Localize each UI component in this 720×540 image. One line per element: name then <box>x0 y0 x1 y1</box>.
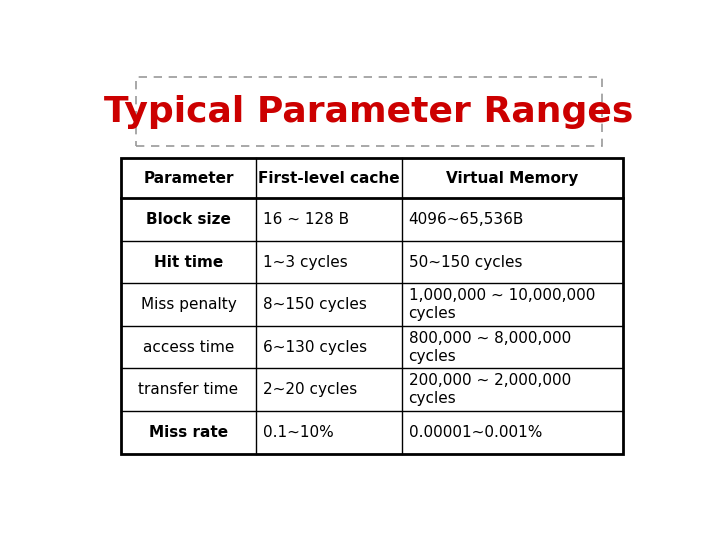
Text: 2~20 cycles: 2~20 cycles <box>263 382 357 397</box>
Text: 16 ~ 128 B: 16 ~ 128 B <box>263 212 349 227</box>
Text: Hit time: Hit time <box>154 254 223 269</box>
Text: 1~3 cycles: 1~3 cycles <box>263 254 348 269</box>
Text: 0.1~10%: 0.1~10% <box>263 425 334 440</box>
Text: 4096~65,536B: 4096~65,536B <box>409 212 524 227</box>
FancyBboxPatch shape <box>121 158 623 454</box>
Text: Block size: Block size <box>146 212 231 227</box>
Text: transfer time: transfer time <box>138 382 238 397</box>
Text: access time: access time <box>143 340 234 355</box>
Text: 1,000,000 ~ 10,000,000
cycles: 1,000,000 ~ 10,000,000 cycles <box>409 288 595 321</box>
Text: 0.00001~0.001%: 0.00001~0.001% <box>409 425 542 440</box>
FancyBboxPatch shape <box>136 77 602 146</box>
Text: Parameter: Parameter <box>143 171 234 186</box>
Text: Typical Parameter Ranges: Typical Parameter Ranges <box>104 94 634 129</box>
Text: Virtual Memory: Virtual Memory <box>446 171 579 186</box>
Text: 50~150 cycles: 50~150 cycles <box>409 254 522 269</box>
Text: Miss penalty: Miss penalty <box>140 297 236 312</box>
Text: 6~130 cycles: 6~130 cycles <box>263 340 367 355</box>
Text: 200,000 ~ 2,000,000
cycles: 200,000 ~ 2,000,000 cycles <box>409 373 571 406</box>
Text: First-level cache: First-level cache <box>258 171 400 186</box>
Text: 800,000 ~ 8,000,000
cycles: 800,000 ~ 8,000,000 cycles <box>409 330 571 363</box>
Text: Miss rate: Miss rate <box>149 425 228 440</box>
Text: 8~150 cycles: 8~150 cycles <box>263 297 367 312</box>
